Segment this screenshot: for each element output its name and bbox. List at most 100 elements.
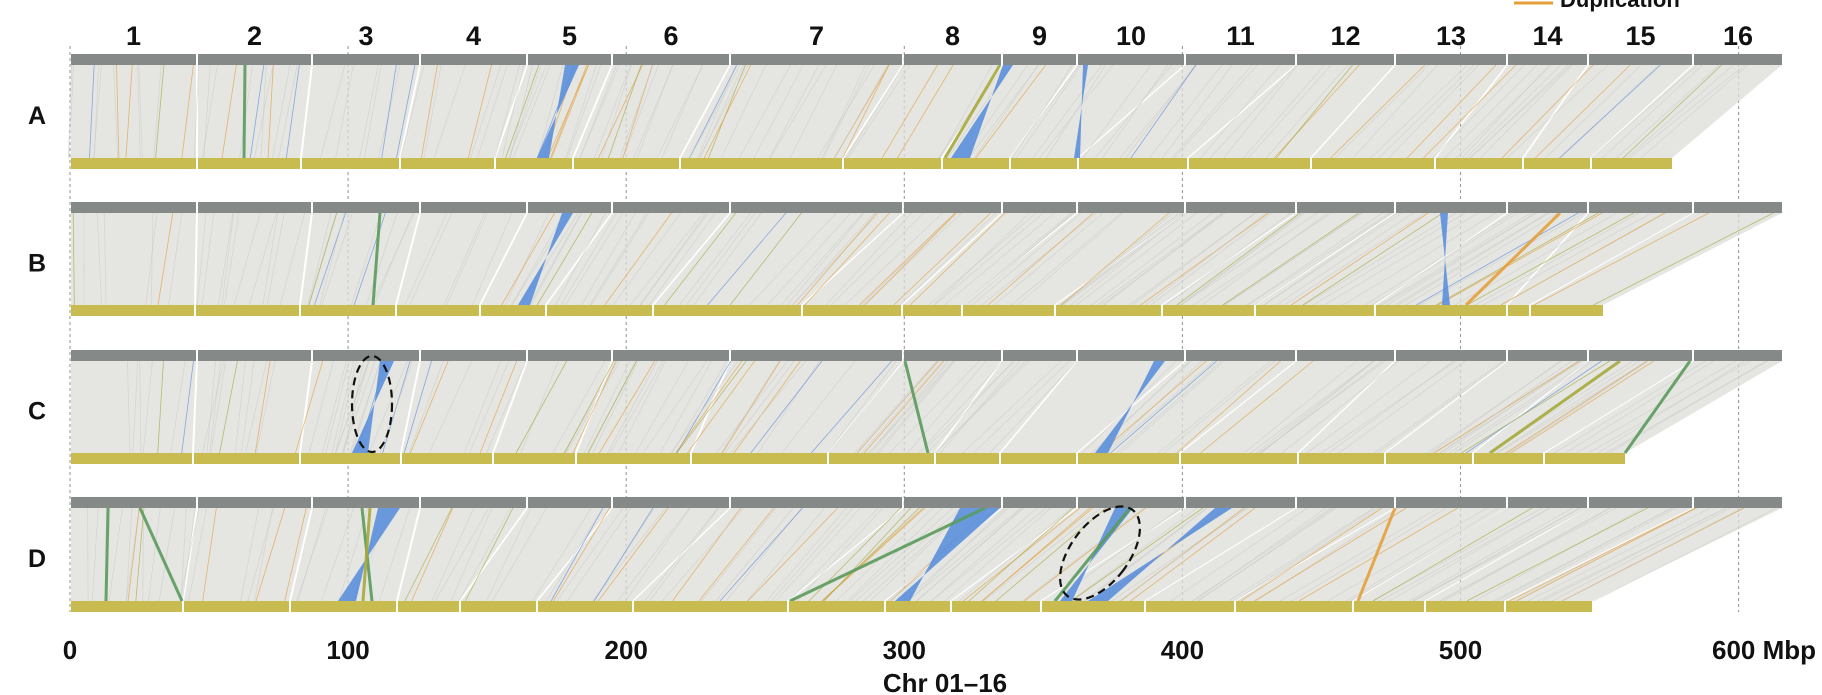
synteny-link xyxy=(975,64,1047,159)
synteny-link xyxy=(899,212,997,306)
synteny-link xyxy=(142,507,144,602)
synteny-link xyxy=(1085,507,1208,602)
synteny-link xyxy=(661,507,744,602)
synteny-link xyxy=(1591,64,1698,159)
synteny-link xyxy=(1394,212,1548,306)
synteny-link xyxy=(855,507,962,602)
synteny-link xyxy=(320,64,346,159)
synteny-link xyxy=(278,64,298,159)
translocation-link xyxy=(943,64,1002,159)
synteny-link xyxy=(515,360,568,454)
synteny-band xyxy=(194,361,311,453)
synteny-link xyxy=(1413,507,1581,602)
synteny-link xyxy=(1024,507,1146,602)
inversion-link xyxy=(1440,213,1450,305)
synteny-link xyxy=(1461,64,1550,159)
synteny-link xyxy=(697,64,737,159)
synteny-link xyxy=(1017,212,1124,306)
synteny-link xyxy=(240,507,260,602)
query-chromosome-bar xyxy=(397,305,479,316)
reference-chromosome-bar xyxy=(904,497,1001,508)
reference-chromosome-bar xyxy=(613,202,729,213)
translocation-link xyxy=(242,64,247,159)
synteny-link xyxy=(1372,507,1533,602)
synteny-link xyxy=(635,360,689,454)
synteny-link xyxy=(715,507,794,602)
inversion-link xyxy=(352,361,394,453)
query-chromosome-bar xyxy=(886,601,950,612)
reference-chromosome-bar xyxy=(198,497,311,508)
reference-chromosome-bar xyxy=(904,54,1001,65)
synteny-link xyxy=(379,507,411,602)
synteny-link xyxy=(67,64,73,159)
synteny-link xyxy=(210,360,227,454)
synteny-link xyxy=(834,64,888,159)
synteny-link xyxy=(472,212,513,306)
query-chromosome-bar xyxy=(538,601,632,612)
inversion-link xyxy=(1060,508,1133,601)
synteny-link xyxy=(1338,360,1466,454)
synteny-link xyxy=(1510,360,1655,454)
synteny-link xyxy=(1193,507,1327,602)
synteny-link xyxy=(771,507,854,602)
synteny-band xyxy=(574,65,729,158)
synteny-link xyxy=(550,507,604,602)
synteny-link xyxy=(512,64,551,159)
synteny-link xyxy=(1364,212,1514,306)
synteny-link xyxy=(1173,64,1258,159)
query-chromosome-bar xyxy=(963,305,1054,316)
synteny-link xyxy=(297,507,327,602)
synteny-link xyxy=(792,212,880,306)
synteny-link xyxy=(1622,64,1722,159)
reference-chromosome-bar xyxy=(1003,497,1076,508)
synteny-link xyxy=(181,360,194,454)
reference-chromosome-bar xyxy=(1396,54,1506,65)
synteny-link xyxy=(664,212,737,306)
synteny-link xyxy=(1162,64,1233,159)
x-axis-tick-label: 400 xyxy=(1161,635,1204,665)
synteny-link xyxy=(135,507,145,602)
synteny-link xyxy=(640,212,709,306)
inversion-link xyxy=(1088,508,1232,601)
x-axis-tick-label: 500 xyxy=(1439,635,1482,665)
synteny-link xyxy=(928,212,1037,306)
synteny-band xyxy=(1506,508,1782,601)
synteny-link xyxy=(566,507,632,602)
synteny-link xyxy=(1597,360,1745,454)
synteny-link xyxy=(661,64,703,159)
synteny-link xyxy=(767,212,852,306)
synteny-link xyxy=(868,360,948,454)
synteny-link xyxy=(501,212,555,306)
synteny-link xyxy=(1170,507,1308,602)
synteny-link xyxy=(1116,360,1222,454)
reference-chromosome-bar xyxy=(1297,54,1394,65)
legend-duplication-label: Duplication xyxy=(1560,0,1680,12)
synteny-link xyxy=(686,212,756,306)
reference-chromosome-bar xyxy=(1297,350,1394,361)
synteny-link xyxy=(689,64,738,159)
synteny-link xyxy=(871,360,950,454)
synteny-link xyxy=(593,64,631,159)
synteny-link xyxy=(1130,507,1256,602)
inversion-link xyxy=(338,508,400,601)
synteny-link xyxy=(530,212,583,306)
synteny-link xyxy=(1128,212,1256,306)
synteny-link xyxy=(781,360,856,454)
synteny-link xyxy=(157,360,164,454)
reference-chromosome-bar xyxy=(71,350,196,361)
synteny-link xyxy=(1373,360,1504,454)
synteny-link xyxy=(971,212,1082,306)
synteny-link xyxy=(746,507,825,602)
synteny-link xyxy=(431,507,475,602)
synteny-link xyxy=(1279,507,1439,602)
query-chromosome-bar xyxy=(1163,305,1254,316)
synteny-link xyxy=(1256,360,1375,454)
synteny-link xyxy=(433,64,466,159)
query-chromosome-bar xyxy=(198,158,300,169)
x-axis-title: Chr 01–16 xyxy=(883,668,1007,695)
synteny-band xyxy=(1545,361,1782,453)
synteny-link xyxy=(1290,212,1429,306)
synteny-link xyxy=(403,360,432,454)
synteny-link xyxy=(148,507,161,602)
synteny-link xyxy=(607,360,658,454)
